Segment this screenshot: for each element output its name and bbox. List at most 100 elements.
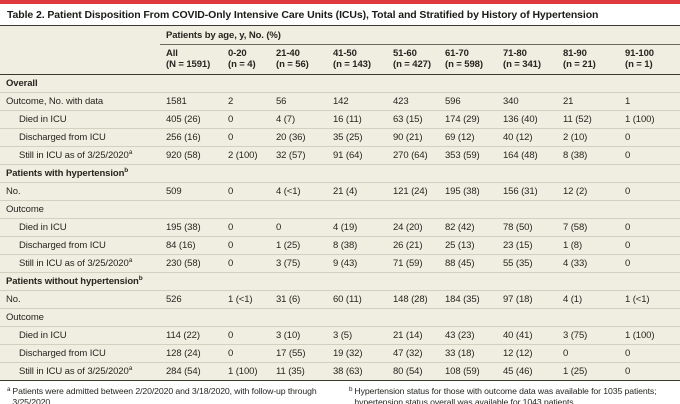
row-label: Still in ICU as of 3/25/2020a [0,362,160,381]
column-header: 61-70 (n = 598) [439,44,497,75]
data-cell: 3 (10) [270,326,327,345]
footnote-marker: b [138,274,143,282]
row-label: Outcome [0,308,160,327]
data-cell: 2 (100) [222,146,270,165]
data-cell: 0 [222,128,270,147]
column-header-n: (n = 21) [563,59,596,70]
data-cell: 40 (12) [497,128,557,147]
data-cell: 23 (15) [497,236,557,255]
row-label: Discharged from ICU [0,344,160,363]
data-cell [222,308,270,327]
data-cell: 142 [327,92,387,111]
section-header: Patients with hypertensionb [0,164,680,183]
data-cell: 0 [222,182,270,201]
data-cell: 0 [619,128,680,147]
data-cell: 45 (46) [497,362,557,381]
data-cell: 9 (43) [327,254,387,273]
data-cell [160,308,222,327]
column-header: 21-40 (n = 56) [270,44,327,75]
data-cell: 3 (75) [270,254,327,273]
data-cell: 26 (21) [387,236,439,255]
data-cell: 0 [270,218,327,237]
row-label: Outcome [0,200,160,219]
accent-bar [0,0,680,4]
data-cell: 270 (64) [387,146,439,165]
column-header-n: (n = 598) [445,59,483,70]
data-cell: 174 (29) [439,110,497,129]
data-cell: 0 [619,182,680,201]
data-cell: 31 (6) [270,290,327,309]
column-header-n: (n = 143) [333,59,371,70]
data-cell: 4 (<1) [270,182,327,201]
data-cell [557,200,619,219]
table-row: Died in ICU 195 (38) 0 0 4 (19) 24 (20) 82 (42… [0,218,680,237]
section-header-label: Patients without hypertension [6,276,139,287]
data-cell: 353 (59) [439,146,497,165]
row-label: No. [0,290,160,309]
row-label: Died in ICU [0,326,160,345]
data-cell: 1 (100) [619,326,680,345]
section-header-row: Patients without hypertensionb [0,272,680,291]
data-cell: 164 (48) [497,146,557,165]
table-row: Died in ICU 405 (26) 0 4 (7) 16 (11) 63 (15) 1… [0,110,680,129]
footnote-marker: a [128,364,133,372]
row-label: Discharged from ICU [0,128,160,147]
row-label: Still in ICU as of 3/25/2020a [0,254,160,273]
data-cell: 2 (10) [557,128,619,147]
data-cell [497,308,557,327]
table-row: No. 509 0 4 (<1) 21 (4) 121 (24) 195 (38) 156 (… [0,182,680,201]
data-cell: 3 (5) [327,326,387,345]
data-cell: 20 (36) [270,128,327,147]
table-row: Died in ICU 114 (22) 0 3 (10) 3 (5) 21 (14) 43… [0,326,680,345]
row-label-text: Died in ICU [19,222,67,233]
data-cell: 8 (38) [327,236,387,255]
column-header-n: (N = 1591) [166,59,211,70]
data-cell: 7 (58) [557,218,619,237]
data-cell: 97 (18) [497,290,557,309]
data-cell: 69 (12) [439,128,497,147]
data-cell: 526 [160,290,222,309]
data-cell: 12 (2) [557,182,619,201]
data-cell: 35 (25) [327,128,387,147]
data-cell: 71 (59) [387,254,439,273]
row-label-text: Died in ICU [19,114,67,125]
table-row: Outcome [0,200,680,219]
data-cell: 1 (100) [222,362,270,381]
table-row: No. 526 1 (<1) 31 (6) 60 (11) 148 (28) 184 (35… [0,290,680,309]
data-cell: 423 [387,92,439,111]
footnote-marker: a [128,256,133,264]
data-cell: 148 (28) [387,290,439,309]
data-cell: 0 [222,254,270,273]
data-cell: 156 (31) [497,182,557,201]
data-cell: 60 (11) [327,290,387,309]
data-cell: 19 (32) [327,344,387,363]
footnote-b: b Hypertension status for those with out… [349,386,670,404]
data-cell: 1 (25) [557,362,619,381]
stub-cell [0,26,160,45]
data-cell: 4 (7) [270,110,327,129]
column-header: 71-80 (n = 341) [497,44,557,75]
data-cell: 91 (64) [327,146,387,165]
data-cell: 78 (50) [497,218,557,237]
data-cell: 596 [439,92,497,111]
row-label-text: Outcome [6,312,44,323]
data-cell: 24 (20) [387,218,439,237]
data-cell [497,200,557,219]
footnotes: a Patients were admitted between 2/20/20… [0,381,680,404]
row-label-text: No. [6,186,21,197]
row-label-text: Died in ICU [19,330,67,341]
data-cell: 21 (4) [327,182,387,201]
data-cell [327,200,387,219]
data-cell: 1 (<1) [222,290,270,309]
data-cell: 11 (52) [557,110,619,129]
data-cell: 340 [497,92,557,111]
table-row: Discharged from ICU 128 (24) 0 17 (55) 19 (3… [0,344,680,363]
column-header-range: 91-100 [625,48,654,59]
row-label-text: Discharged from ICU [19,240,106,251]
data-cell: 4 (1) [557,290,619,309]
row-label: Died in ICU [0,218,160,237]
section-header-label: Overall [6,78,38,89]
row-label: No. [0,182,160,201]
data-cell: 128 (24) [160,344,222,363]
data-cell: 84 (16) [160,236,222,255]
